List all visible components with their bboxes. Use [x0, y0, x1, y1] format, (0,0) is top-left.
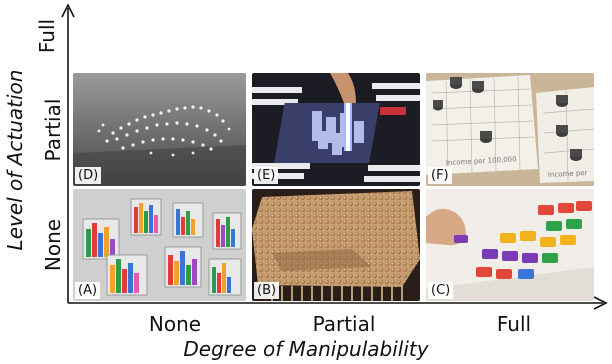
panel-d-label: (D) [75, 167, 102, 184]
panel-f-image: Income per 100,000 Income per (F) [426, 73, 594, 186]
y-axis-arrowhead [61, 3, 75, 18]
panel-d-image: (D) [73, 73, 246, 186]
x-axis-arrowhead [593, 296, 608, 310]
floating-spheres-photo [73, 73, 246, 186]
x-axis-title: Degree of Manipulability [183, 337, 429, 361]
panel-f-text-2: Income per [548, 169, 588, 179]
panel-f-label: (F) [428, 167, 452, 184]
panel-f-text-1: Income per 100,000 [446, 155, 517, 167]
panel-c-image: (C) [426, 189, 594, 301]
x-tick-none: None [148, 312, 202, 336]
panel-c-label: (C) [428, 282, 454, 299]
tabletop-chart-photo: Income per 100,000 Income per [426, 73, 594, 186]
y-tick-partial: Partial [41, 98, 65, 162]
pin-display-photo [252, 73, 420, 186]
x-tick-full: Full [496, 312, 532, 336]
physical-bar-charts-photo [73, 189, 246, 301]
panel-b-label: (B) [254, 282, 280, 299]
colored-tiles-photo [426, 189, 594, 301]
panel-a-image: (A) [73, 189, 246, 301]
panel-e-image: (E) [252, 73, 420, 186]
y-tick-full: Full [35, 18, 59, 54]
x-tick-partial: Partial [312, 312, 376, 336]
y-tick-none: None [41, 218, 65, 272]
panel-a-label: (A) [75, 282, 101, 299]
y-axis-title: Level of Actuation [3, 69, 27, 251]
panel-e-label: (E) [254, 167, 279, 184]
panel-b-image: (B) [252, 189, 420, 301]
